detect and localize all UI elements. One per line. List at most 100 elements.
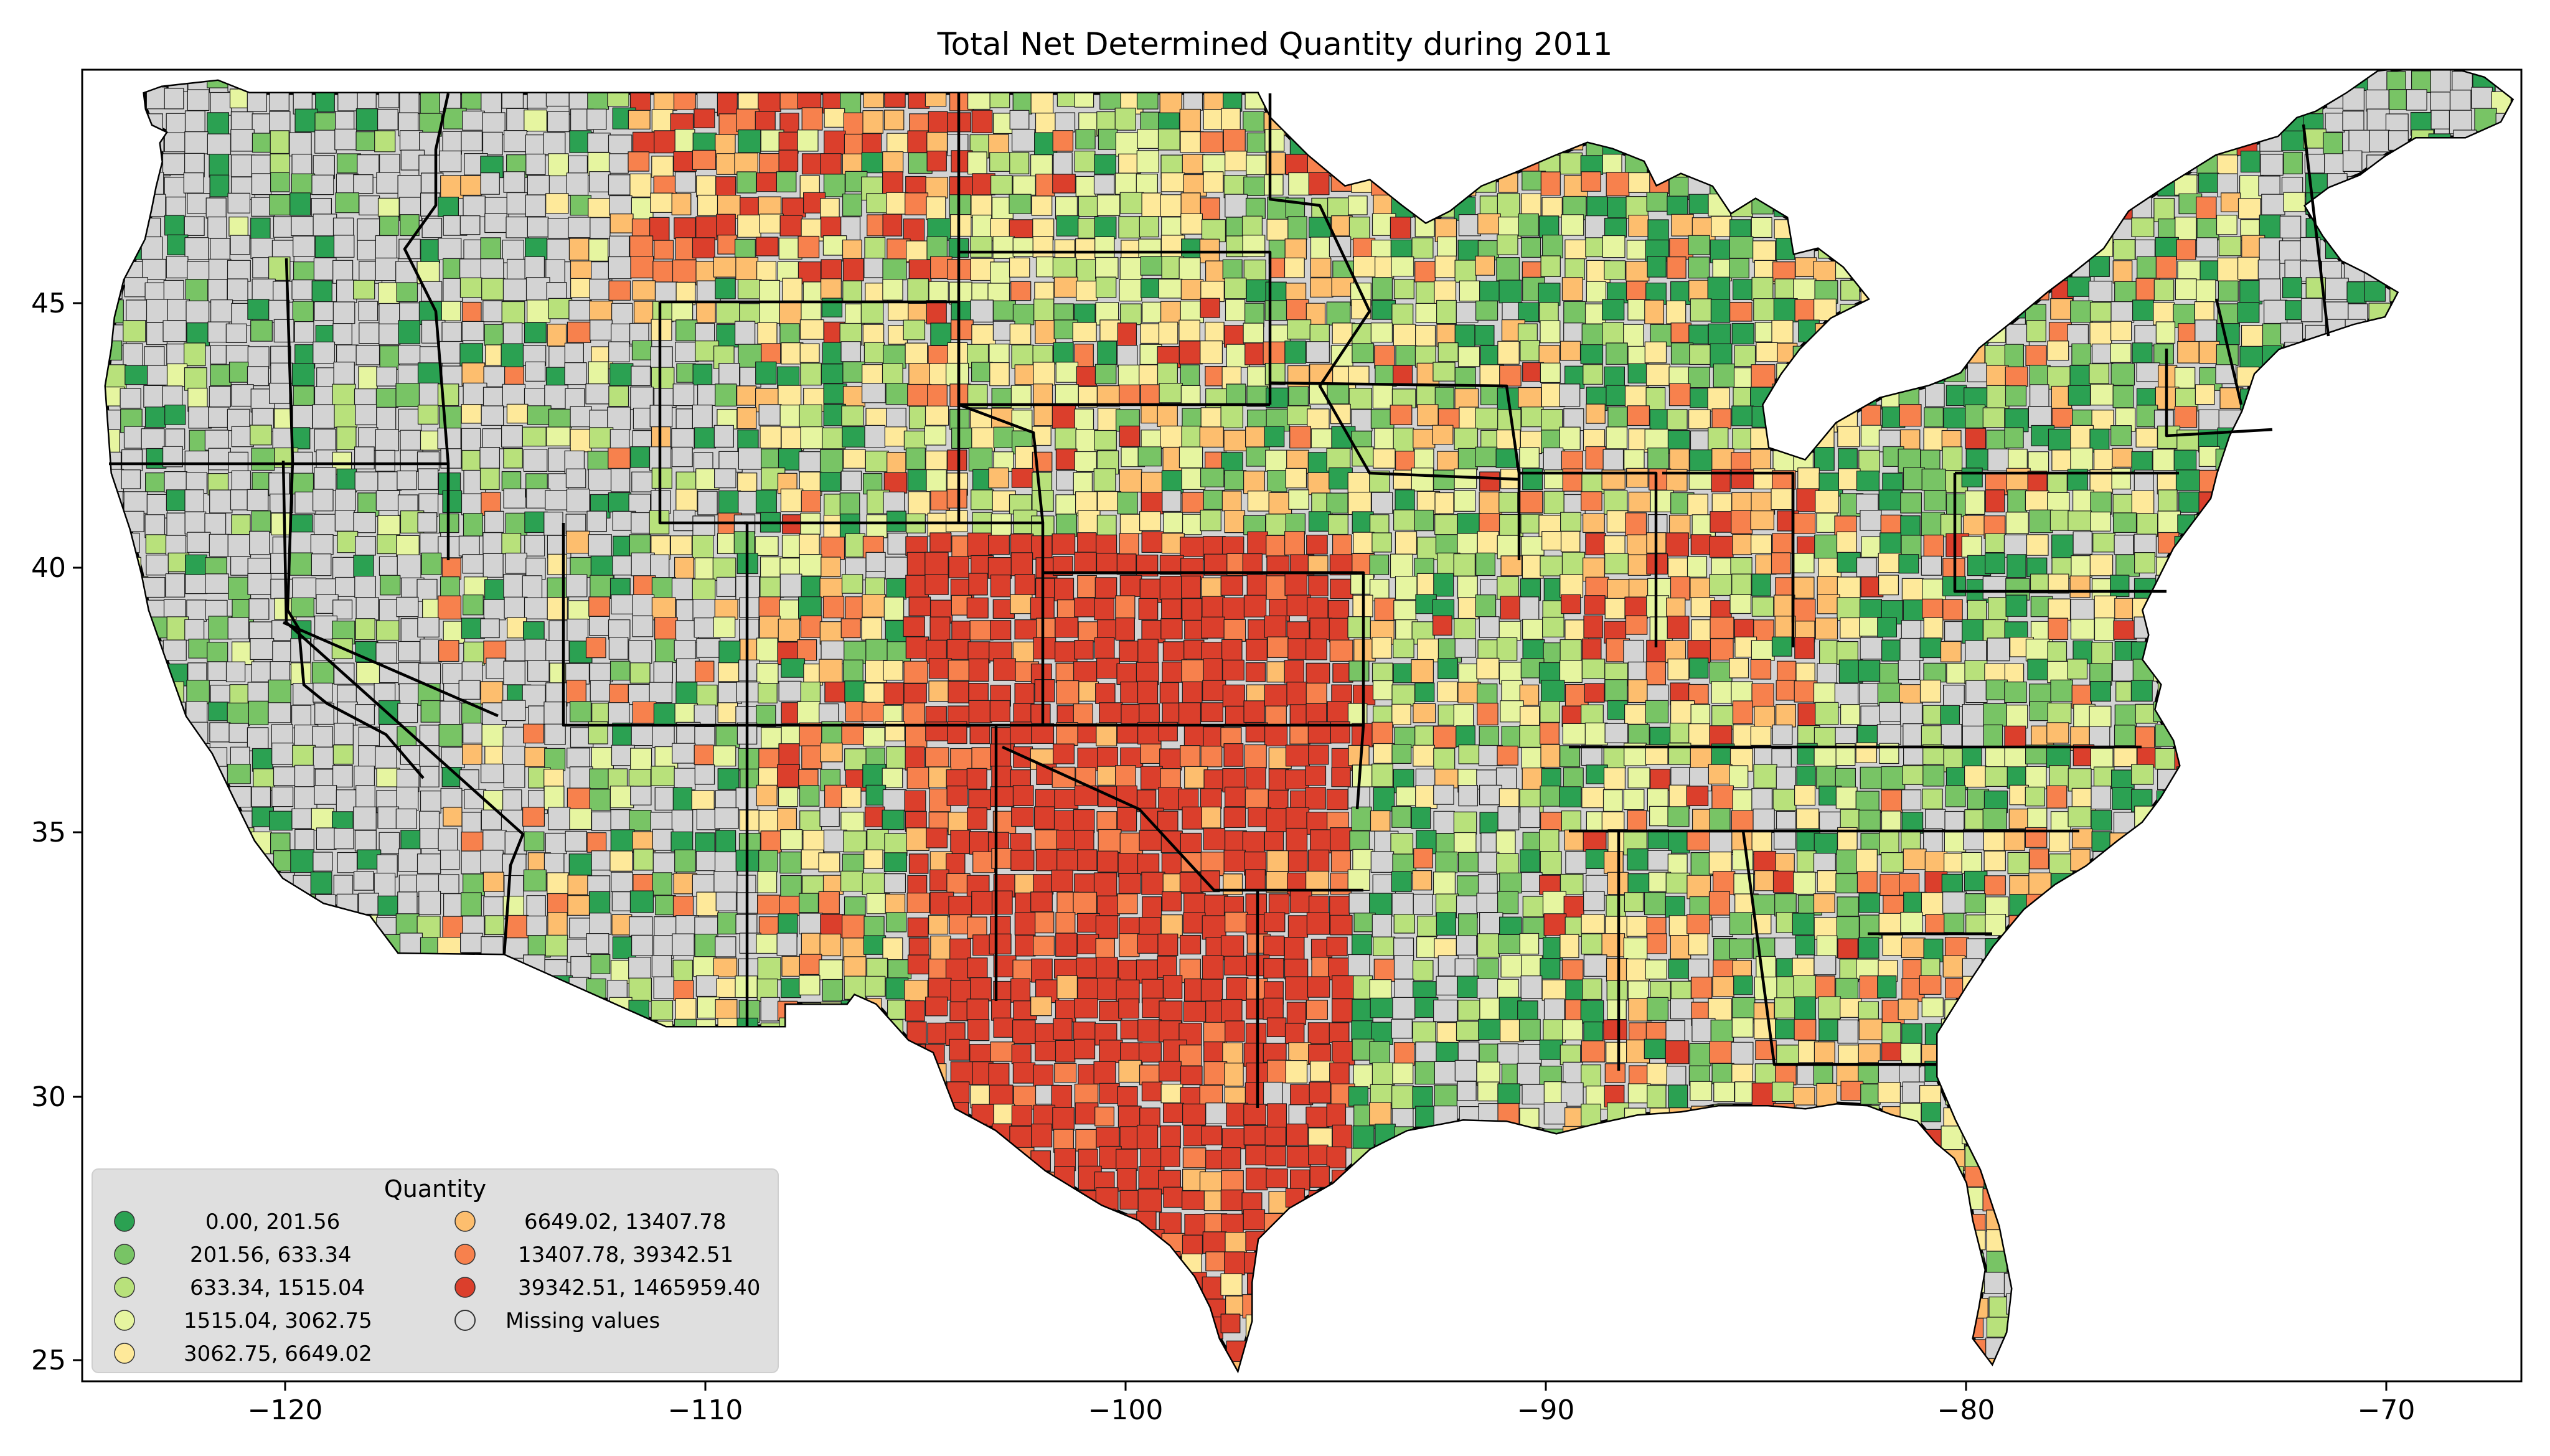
county-cell [672, 933, 695, 956]
county-cell [2326, 192, 2349, 212]
county-cell [1881, 197, 1903, 219]
county-cell [629, 90, 651, 111]
county-cell [1838, 448, 1858, 472]
county-cell [353, 555, 374, 578]
county-cell [1606, 426, 1628, 449]
county-cell [1052, 174, 1076, 194]
county-cell [374, 130, 396, 153]
county-cell [1792, 513, 1816, 534]
county-cell [1731, 322, 1754, 345]
county-cell [564, 362, 587, 385]
county-cell [271, 70, 292, 92]
county-cell [2174, 129, 2198, 153]
county-cell [1691, 134, 1711, 157]
county-cell [1623, 639, 1644, 664]
county-cell [2495, 851, 2512, 873]
county-cell [227, 763, 251, 784]
county-cell [1521, 70, 1544, 90]
county-cell [778, 680, 802, 702]
county-cell [106, 954, 120, 978]
county-cell [1732, 428, 1754, 449]
county-cell [2471, 726, 2494, 747]
county-cell [527, 405, 552, 425]
county-cell [2239, 680, 2262, 702]
county-cell [1729, 108, 1754, 130]
county-cell [2005, 385, 2027, 406]
county-cell [1142, 896, 1162, 919]
county-cell [417, 405, 439, 425]
county-cell [2429, 616, 2452, 637]
county-cell [926, 196, 946, 220]
county-cell [1900, 492, 1922, 514]
county-cell [1860, 425, 1882, 447]
county-cell [1348, 660, 1370, 682]
county-cell [311, 174, 334, 195]
county-cell [609, 235, 630, 260]
county-cell [379, 345, 400, 370]
county-cell [417, 512, 438, 533]
county-cell [124, 638, 148, 661]
county-cell [1540, 957, 1561, 979]
county-cell [737, 214, 761, 238]
county-cell [2452, 387, 2477, 410]
county-cell [1837, 896, 1859, 917]
county-cell [1180, 575, 1202, 599]
county-cell [2070, 111, 2094, 136]
county-cell [2196, 703, 2218, 728]
county-cell [2113, 812, 2138, 836]
county-cell [522, 954, 545, 977]
county-cell [1793, 576, 1815, 599]
county-cell [673, 509, 696, 532]
county-cell [377, 806, 400, 829]
county-cell [1838, 112, 1860, 135]
county-cell [292, 301, 314, 325]
county-cell [1436, 88, 1461, 108]
county-cell [1499, 916, 1522, 937]
county-cell [1645, 700, 1669, 724]
county-cell [1665, 532, 1689, 557]
county-cell [1797, 112, 1821, 134]
county-cell [1244, 426, 1265, 448]
county-cell [2449, 661, 2472, 685]
county-cell [1097, 619, 1117, 640]
county-cell [1284, 959, 1309, 980]
county-cell [1646, 595, 1670, 618]
county-cell [1540, 362, 1561, 383]
county-cell [1965, 449, 1990, 471]
county-cell [1286, 299, 1309, 321]
county-cell [397, 891, 418, 915]
county-cell [106, 511, 123, 535]
county-cell [1495, 830, 1516, 855]
county-cell [1099, 319, 1121, 342]
county-cell [2346, 916, 2368, 938]
county-cell [2046, 217, 2069, 237]
county-cell [1266, 808, 1288, 832]
county-cell [2326, 722, 2349, 747]
county-cell [589, 278, 611, 300]
county-cell [2216, 322, 2240, 345]
county-cell [480, 681, 504, 705]
county-cell [1074, 451, 1097, 472]
county-cell [480, 172, 500, 195]
county-cell [1984, 237, 2007, 258]
county-cell [652, 260, 674, 284]
county-cell [2090, 748, 2114, 770]
county-cell [463, 576, 488, 598]
county-cell [1899, 403, 1922, 427]
county-cell [2046, 235, 2068, 258]
county-cell [802, 830, 825, 853]
county-cell [2070, 618, 2095, 640]
county-cell [124, 911, 148, 934]
county-cell [1670, 576, 1690, 601]
county-cell [2368, 832, 2388, 855]
county-cell [841, 787, 862, 808]
county-cell [2366, 747, 2389, 769]
county-cell [377, 70, 402, 91]
county-cell [2453, 763, 2473, 788]
county-cell [692, 237, 715, 258]
county-cell [188, 827, 210, 850]
county-cell [1371, 662, 1393, 683]
county-cell [907, 130, 929, 153]
county-cell [205, 766, 228, 787]
county-cell [545, 193, 569, 214]
